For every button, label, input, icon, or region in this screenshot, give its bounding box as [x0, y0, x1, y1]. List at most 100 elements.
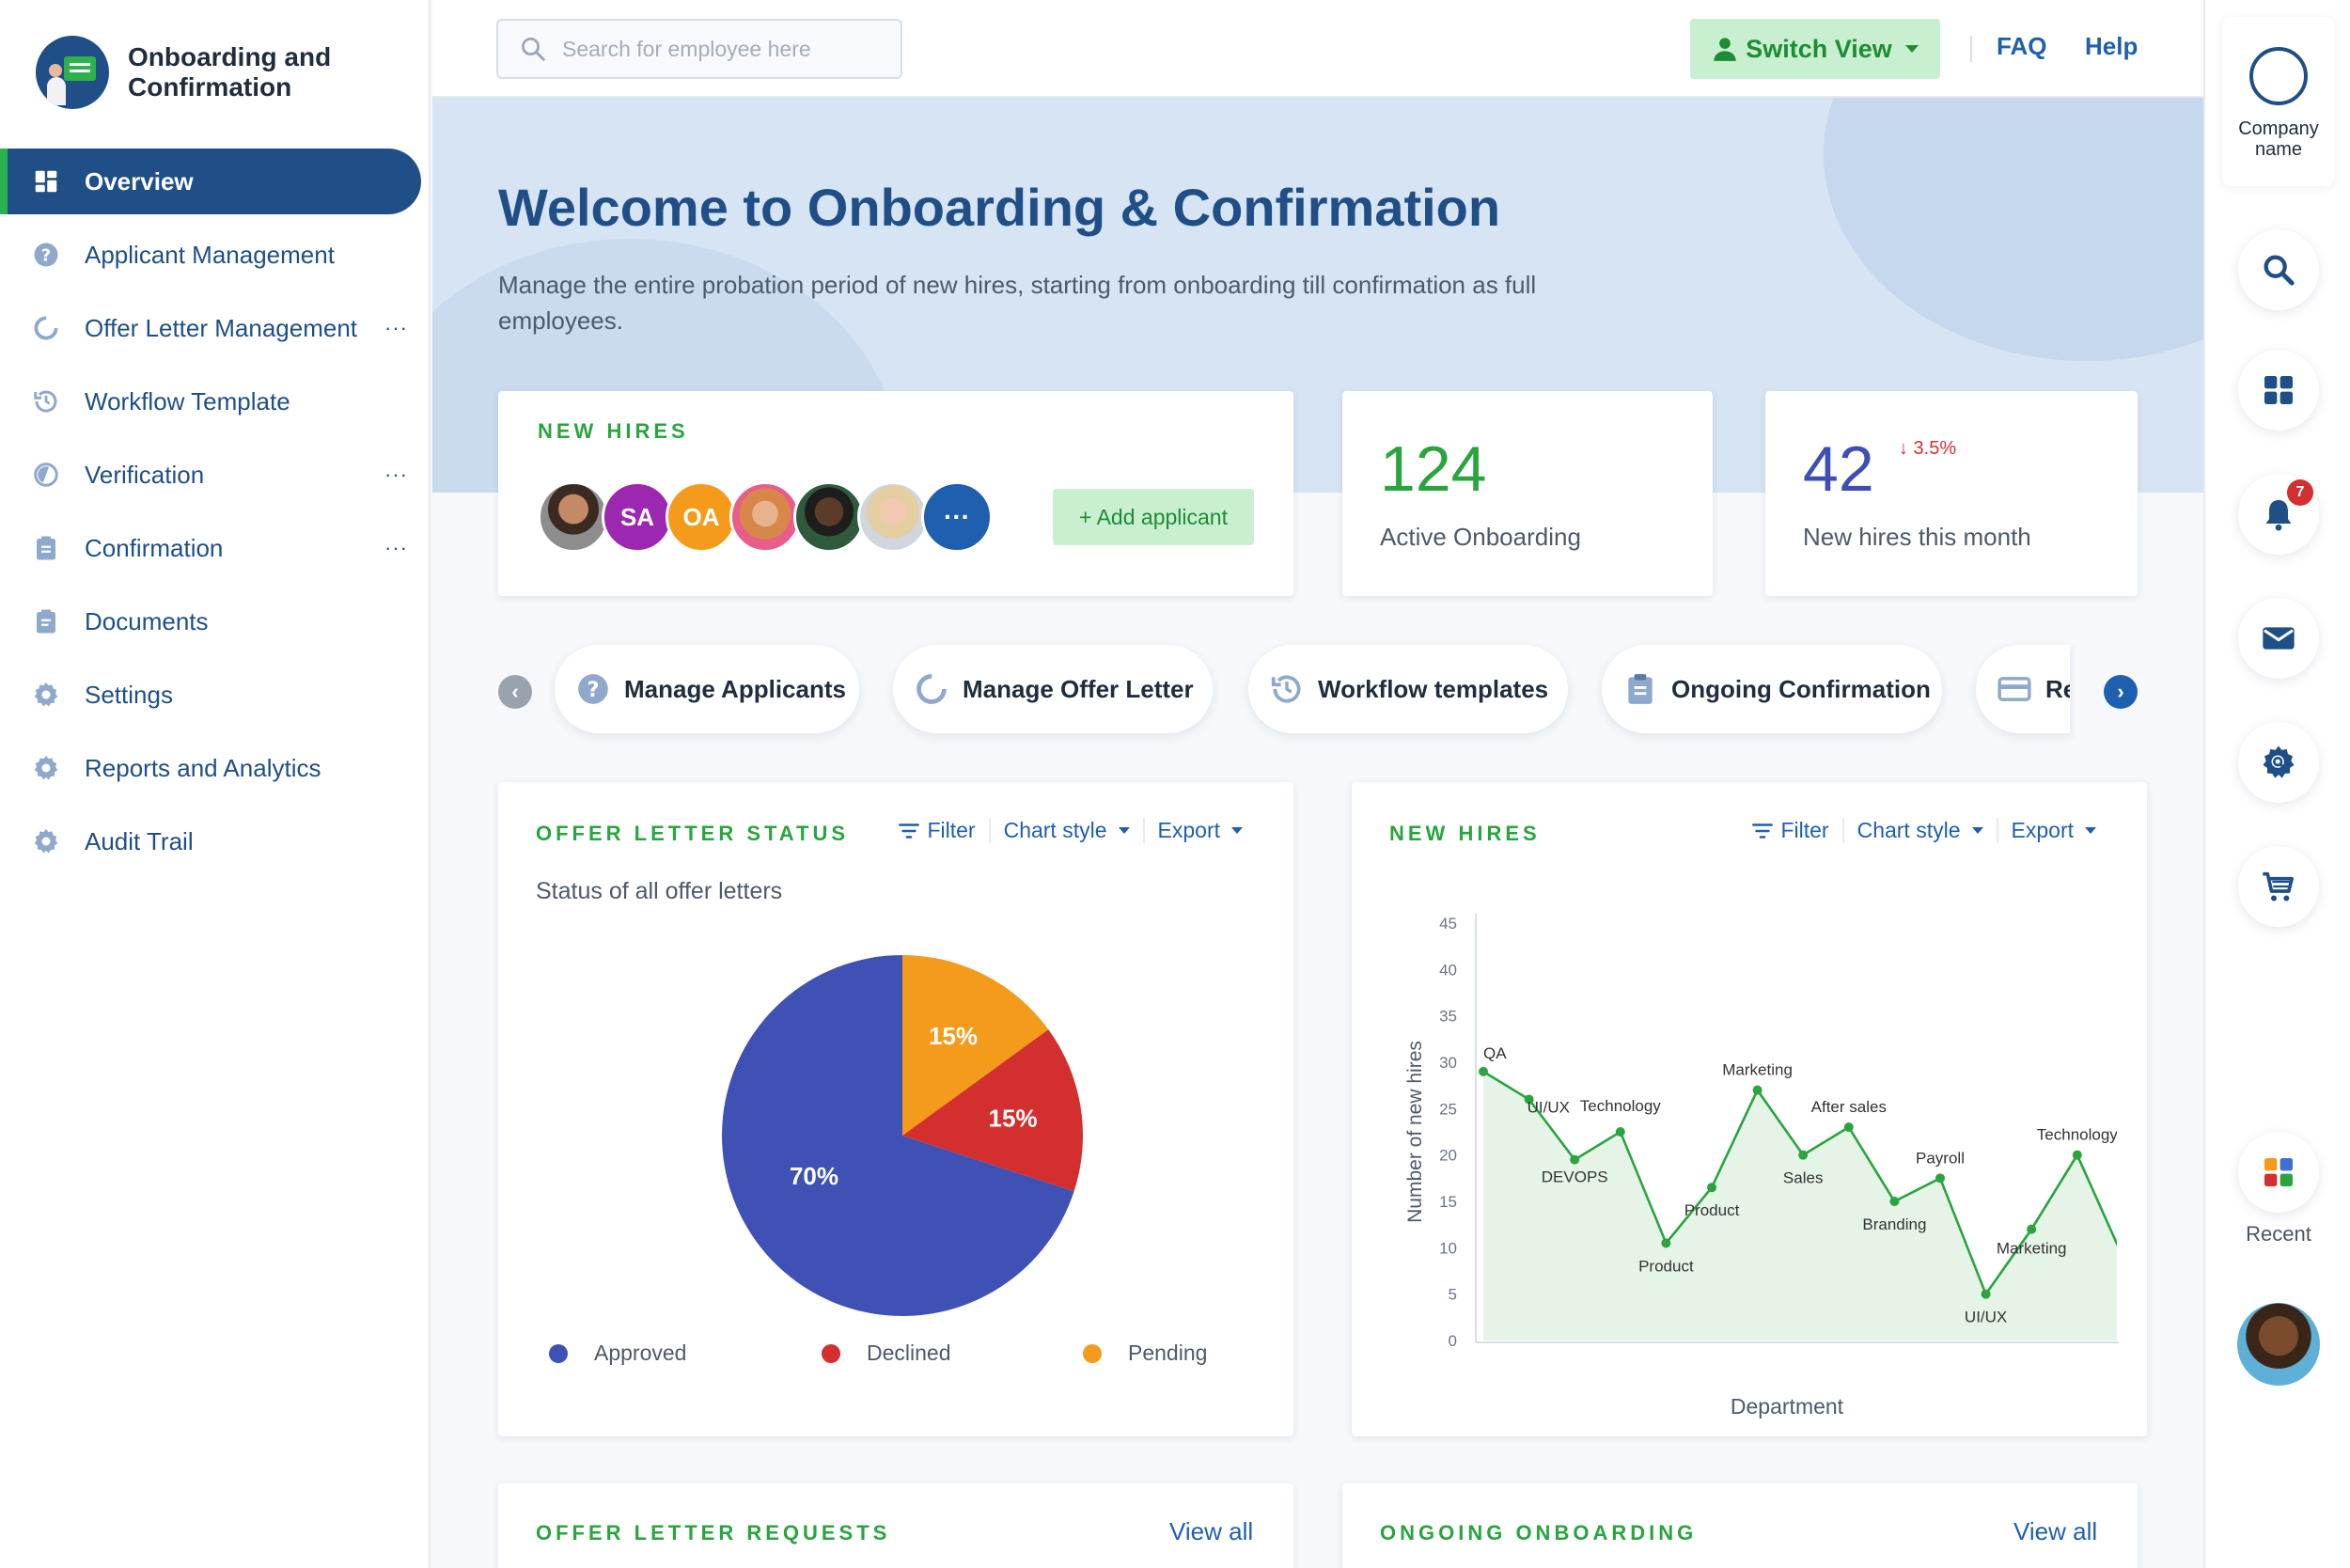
avatar[interactable]: OA — [666, 481, 737, 553]
quick-link-workflow-templates[interactable]: Workflow templates — [1248, 645, 1568, 733]
sidebar-item-applicant-management[interactable]: ? Applicant Management — [0, 222, 431, 288]
y-tick-label: 20 — [1439, 1147, 1457, 1165]
loading-circle-icon — [32, 314, 60, 342]
legend-item-pending[interactable]: Pending — [1083, 1341, 1207, 1366]
timelapse-icon — [32, 461, 60, 489]
quick-link-label: Manage Applicants — [624, 674, 846, 703]
clipboard-icon — [32, 534, 60, 562]
data-point[interactable] — [1707, 1183, 1716, 1193]
data-point-label: Product — [1638, 1257, 1694, 1275]
switch-view-button[interactable]: Switch View — [1690, 19, 1940, 79]
quick-link-label: Workflow templates — [1318, 674, 1549, 703]
more-avatars-button[interactable]: ··· — [921, 481, 993, 553]
notification-badge: 7 — [2287, 479, 2313, 506]
quick-link-ongoing-confirmation[interactable]: Ongoing Confirmation — [1602, 645, 1942, 733]
data-point[interactable] — [1843, 1122, 1854, 1133]
avatar[interactable] — [729, 481, 801, 553]
sidebar-item-confirmation[interactable]: Confirmation ··· — [0, 515, 431, 581]
quick-link-manage-applicants[interactable]: ? Manage Applicants — [555, 645, 859, 733]
colorful-grid-icon — [2264, 1158, 2293, 1186]
search-box[interactable] — [496, 19, 902, 79]
legend-swatch — [822, 1343, 840, 1363]
more-options-button[interactable]: ··· — [384, 463, 408, 486]
cart-icon — [2263, 871, 2294, 902]
chart-header: NEW HIRES Filter Chart style Export — [1389, 818, 2109, 852]
grid-icon — [2264, 376, 2293, 404]
data-point[interactable] — [1798, 1150, 1809, 1160]
search-input[interactable] — [562, 36, 891, 62]
help-link[interactable]: Help — [2085, 32, 2138, 60]
chart-style-dropdown[interactable]: Chart style — [1841, 818, 1997, 843]
series-line — [1482, 1070, 2117, 1297]
avatar[interactable] — [538, 481, 609, 553]
legend-item-approved[interactable]: Approved — [549, 1341, 686, 1366]
settings-button[interactable] — [2238, 722, 2319, 803]
sidebar-item-documents[interactable]: Documents — [0, 588, 431, 654]
sidebar-item-offer-letter-management[interactable]: Offer Letter Management ··· — [0, 295, 431, 361]
data-point-label: DEVOPS — [1542, 1168, 1608, 1186]
avatar[interactable] — [857, 481, 929, 553]
filter-button[interactable]: Filter — [1737, 818, 1841, 843]
legend-swatch — [1083, 1343, 1102, 1363]
search-icon — [522, 38, 545, 61]
apps-grid-button[interactable] — [2238, 350, 2319, 431]
view-all-link[interactable]: View all — [2013, 1517, 2098, 1545]
more-options-button[interactable]: ··· — [384, 316, 408, 339]
data-point[interactable] — [1615, 1127, 1625, 1137]
data-point[interactable] — [1661, 1238, 1671, 1248]
messages-button[interactable] — [2238, 598, 2319, 679]
chart-label: OFFER LETTER STATUS — [536, 822, 850, 845]
company-card[interactable]: Company name — [2222, 17, 2335, 186]
scroll-right-button[interactable]: › — [2104, 675, 2138, 709]
legend-label: Declined — [867, 1341, 951, 1365]
offer-letter-status-card: OFFER LETTER STATUS Filter Chart style E… — [498, 782, 1293, 1436]
data-point[interactable] — [2027, 1224, 2037, 1234]
pie-slice-pending[interactable] — [902, 955, 1049, 1136]
decorative-shape — [1824, 98, 2203, 361]
stat-card: 124 Active Onboarding — [1342, 391, 1713, 596]
data-point[interactable] — [2072, 1150, 2082, 1160]
data-point[interactable] — [1479, 1066, 1488, 1076]
faq-link[interactable]: FAQ — [1997, 32, 2047, 60]
sidebar-item-workflow-template[interactable]: Workflow Template — [0, 368, 431, 434]
pie-slice-declined[interactable] — [902, 1029, 1083, 1192]
sidebar-item-settings[interactable]: Settings — [0, 662, 431, 728]
user-avatar[interactable] — [2237, 1303, 2320, 1386]
recent-apps-button[interactable] — [2238, 1132, 2319, 1213]
avatar[interactable] — [793, 481, 865, 553]
recent-label: Recent — [2246, 1222, 2311, 1246]
brand[interactable]: Onboarding and Confirmation — [36, 36, 372, 109]
avatar[interactable]: SA — [602, 481, 673, 553]
add-applicant-button[interactable]: + Add applicant — [1053, 489, 1254, 545]
more-options-button[interactable]: ··· — [384, 536, 408, 559]
sidebar-item-reports-and-analytics[interactable]: Reports and Analytics — [0, 735, 431, 801]
notifications-button[interactable]: 7 — [2238, 474, 2319, 555]
search-button[interactable] — [2238, 229, 2319, 310]
export-dropdown[interactable]: Export — [1142, 818, 1256, 843]
legend-item-declined[interactable]: Declined — [822, 1341, 951, 1366]
legend-label: Pending — [1128, 1341, 1208, 1365]
data-point[interactable] — [1752, 1085, 1762, 1095]
sidebar-item-audit-trail[interactable]: Audit Trail — [0, 808, 431, 874]
area-fill — [1483, 1071, 2117, 1341]
quick-link-reports[interactable]: Re — [1976, 645, 2070, 733]
data-point-label: UI/UX — [1528, 1098, 1570, 1116]
data-point[interactable] — [1889, 1197, 1900, 1206]
chart-style-dropdown[interactable]: Chart style — [988, 818, 1143, 843]
data-point[interactable] — [1570, 1154, 1580, 1165]
data-point[interactable] — [1935, 1173, 1945, 1184]
data-point[interactable] — [1524, 1094, 1534, 1105]
sidebar-item-verification[interactable]: Verification ··· — [0, 442, 431, 508]
data-point-label: Payroll — [1916, 1149, 1965, 1167]
cart-button[interactable] — [2238, 846, 2319, 927]
scroll-left-button[interactable]: ‹ — [498, 675, 532, 709]
pie-slice-approved[interactable] — [722, 955, 1074, 1316]
filter-button[interactable]: Filter — [884, 818, 988, 843]
data-point[interactable] — [1981, 1289, 1991, 1299]
export-dropdown[interactable]: Export — [1996, 818, 2109, 843]
view-all-link[interactable]: View all — [1169, 1517, 1254, 1545]
sidebar-item-label: Settings — [85, 680, 173, 709]
data-point-label: Technology — [1580, 1097, 1662, 1115]
quick-link-manage-offer-letter[interactable]: Manage Offer Letter — [893, 645, 1213, 733]
sidebar-item-overview[interactable]: Overview — [0, 149, 421, 214]
